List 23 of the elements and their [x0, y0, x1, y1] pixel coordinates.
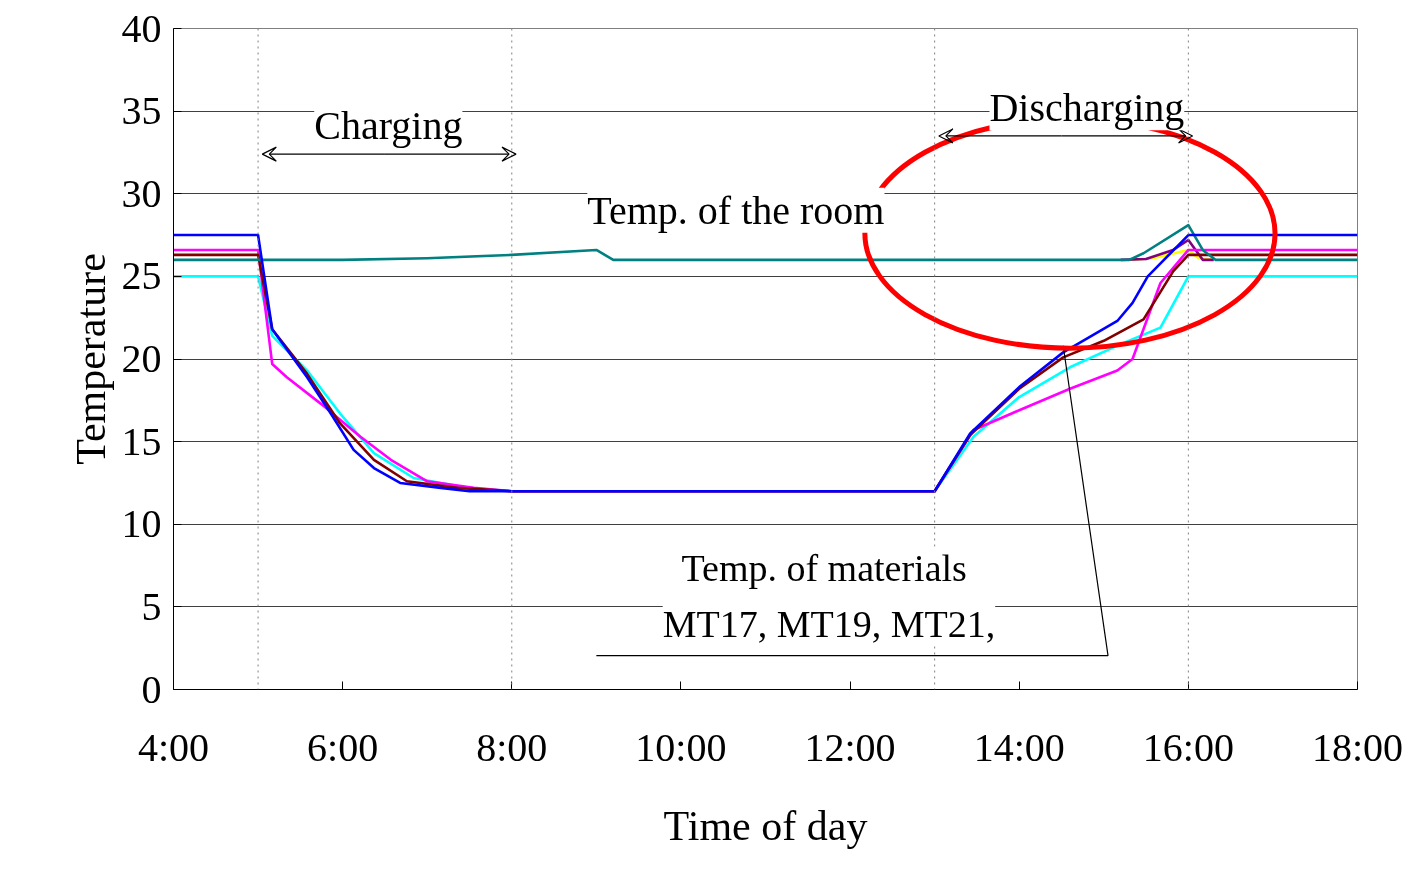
annotation: Temp. of materials MT17, MT19, MT21, — [662, 546, 996, 646]
annotation: Temp. of the room — [587, 187, 885, 233]
y-tick-label: 35 — [121, 88, 162, 134]
x-axis-title: Time of day — [663, 802, 868, 849]
x-tick-label: 8:00 — [476, 724, 548, 770]
y-tick-label: 20 — [121, 336, 162, 381]
y-tick-label: 5 — [141, 583, 162, 629]
y-tick-label: 15 — [121, 418, 162, 464]
annotation: Charging — [314, 103, 463, 149]
x-tick-label: 4:00 — [137, 724, 210, 770]
y-tick-label: 0 — [141, 666, 162, 712]
x-tick-label: 18:00 — [1311, 724, 1404, 770]
y-tick-label: 10 — [121, 501, 162, 547]
y-tick-label: 40 — [121, 5, 162, 51]
y-tick-label: 30 — [121, 170, 162, 216]
x-tick-label: 12:00 — [804, 724, 896, 770]
y-tick-label: 25 — [121, 253, 162, 299]
annotation: Discharging — [989, 85, 1185, 131]
x-tick-label: 6:00 — [307, 724, 379, 770]
x-tick-label: 10:00 — [635, 724, 727, 770]
y-axis-title: Temperature — [67, 253, 114, 465]
x-tick-label: 14:00 — [973, 724, 1065, 770]
x-tick-label: 16:00 — [1142, 724, 1234, 770]
